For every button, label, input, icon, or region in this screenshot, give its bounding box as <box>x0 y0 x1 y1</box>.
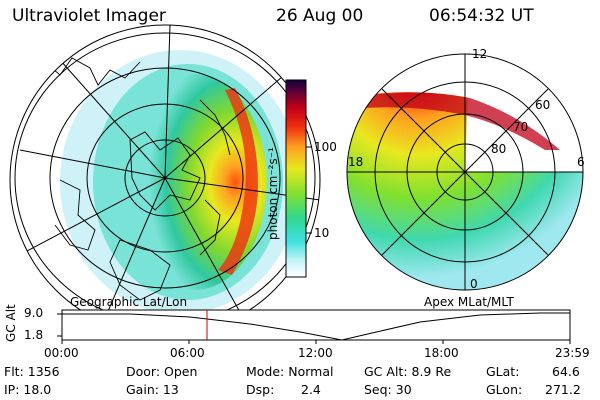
apex-polar-map <box>346 53 584 291</box>
flight-number: Flt: 1356 <box>4 364 60 379</box>
glon-label: GLon: <box>486 382 523 397</box>
mlat-label-70: 70 <box>513 120 529 134</box>
date-label: 26 Aug 00 <box>276 6 364 26</box>
dsp-value: 2.4 <box>301 382 321 397</box>
glat-label: GLat: <box>486 364 520 379</box>
glon-value: 271.2 <box>545 382 581 397</box>
colorbar-unit-label: photon cm⁻²s⁻¹ <box>266 147 280 240</box>
timeline-axis-label: GC Alt <box>4 304 18 342</box>
mlt-label-0: 0 <box>470 277 478 291</box>
timeline-xtick-0600: 06:00 <box>170 346 205 360</box>
timeline-xtick-1800: 18:00 <box>424 346 459 360</box>
colorbar <box>285 79 312 278</box>
sequence-number: Seq: 30 <box>364 382 412 397</box>
apex-caption: Apex MLat/MLT <box>424 295 514 309</box>
altitude-timeline <box>57 309 571 344</box>
timeline-xtick-0000: 00:00 <box>44 346 79 360</box>
colorbar-tick-100: 100 <box>314 140 337 154</box>
timeline-ytick-top: 9.0 <box>24 306 44 320</box>
dsp-label: Dsp: <box>246 382 275 397</box>
timeline-ytick-bottom: 1.8 <box>24 328 44 342</box>
glat-value: 64.6 <box>552 364 580 379</box>
ip-value: IP: 18.0 <box>4 382 52 397</box>
mlt-label-18: 18 <box>348 155 364 169</box>
door-status: Door: Open <box>126 364 198 379</box>
mode-value: Mode: Normal <box>246 364 334 379</box>
geographic-caption: Geographic Lat/Lon <box>70 295 188 309</box>
timeline-xtick-2359: 23:59 <box>555 346 590 360</box>
geographic-map <box>9 24 321 336</box>
mlat-label-80: 80 <box>491 142 507 156</box>
mlt-label-6: 6 <box>577 155 585 169</box>
gain-value: Gain: 13 <box>126 382 179 397</box>
mlat-label-60: 60 <box>535 98 551 112</box>
instrument-title: Ultraviolet Imager <box>12 6 166 26</box>
timeline-xtick-1200: 12:00 <box>298 346 333 360</box>
time-label: 06:54:32 UT <box>429 6 534 26</box>
gc-altitude: GC Alt: 8.9 Re <box>364 364 452 379</box>
mlt-label-12: 12 <box>472 47 488 61</box>
colorbar-tick-10: 10 <box>314 226 330 240</box>
